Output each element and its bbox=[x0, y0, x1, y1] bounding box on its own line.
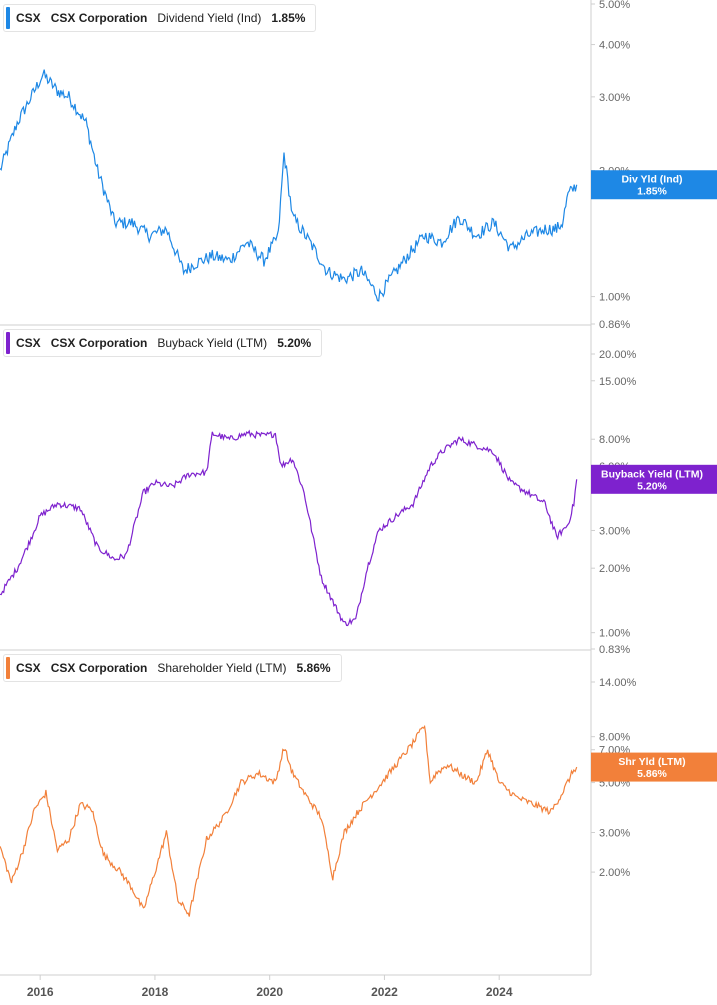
y-tick-label: 2.00% bbox=[599, 867, 630, 879]
last-value-badge: Buyback Yield (LTM)5.20% bbox=[591, 464, 717, 494]
y-tick-label: 14.00% bbox=[599, 677, 637, 689]
x-tick-label: 2020 bbox=[256, 985, 283, 999]
legend-value: 1.85% bbox=[271, 11, 306, 25]
series-line bbox=[0, 429, 578, 627]
legend-ticker: CSX bbox=[16, 11, 41, 25]
badge-background bbox=[591, 170, 717, 200]
y-tick-label: 1.00% bbox=[599, 292, 630, 304]
series-color-swatch bbox=[6, 7, 10, 29]
series-line bbox=[0, 69, 578, 302]
x-tick-label: 2022 bbox=[371, 985, 398, 999]
legend-metric: Dividend Yield (Ind) bbox=[157, 11, 262, 25]
y-tick-label: 2.00% bbox=[599, 563, 630, 575]
badge-label: Div Yld (Ind) bbox=[621, 174, 682, 186]
legend-metric: Shareholder Yield (LTM) bbox=[157, 661, 287, 675]
y-tick-label: 3.00% bbox=[599, 525, 630, 537]
badge-label: Shr Yld (LTM) bbox=[618, 756, 685, 768]
y-tick-label: 3.00% bbox=[599, 92, 630, 104]
legend-buyback: CSX CSX Corporation Buyback Yield (LTM) … bbox=[3, 329, 323, 357]
legend-dividend: CSX CSX Corporation Dividend Yield (Ind)… bbox=[3, 4, 317, 32]
badge-label: Buyback Yield (LTM) bbox=[601, 468, 703, 480]
y-tick-label: 15.00% bbox=[599, 376, 637, 388]
legend-ticker: CSX bbox=[16, 336, 41, 350]
badge-background bbox=[591, 464, 717, 494]
x-tick-label: 2024 bbox=[486, 985, 513, 999]
legend-company: CSX Corporation bbox=[50, 11, 148, 25]
x-tick-label: 2016 bbox=[27, 985, 54, 999]
y-tick-label: 4.00% bbox=[599, 40, 630, 52]
legend-shareholder: CSX CSX Corporation Shareholder Yield (L… bbox=[3, 654, 342, 682]
x-tick-label: 2018 bbox=[142, 985, 169, 999]
series-line bbox=[0, 724, 578, 917]
legend-company: CSX Corporation bbox=[50, 336, 148, 350]
y-tick-label: 20.00% bbox=[599, 349, 637, 361]
badge-value: 5.86% bbox=[637, 768, 667, 780]
legend-value: 5.20% bbox=[277, 336, 312, 350]
legend-value: 5.86% bbox=[296, 661, 331, 675]
legend-company: CSX Corporation bbox=[50, 661, 148, 675]
y-tick-label: 3.00% bbox=[599, 827, 630, 839]
legend-ticker: CSX bbox=[16, 661, 41, 675]
y-tick-label: 5.00% bbox=[599, 0, 630, 11]
badge-background bbox=[591, 752, 717, 782]
badge-value: 1.85% bbox=[637, 186, 667, 198]
badge-value: 5.20% bbox=[637, 480, 667, 492]
last-value-badge: Div Yld (Ind)1.85% bbox=[591, 170, 717, 200]
series-color-swatch bbox=[6, 332, 10, 354]
y-tick-label: 0.83% bbox=[599, 644, 630, 656]
last-value-badge: Shr Yld (LTM)5.86% bbox=[591, 752, 717, 782]
y-tick-label: 8.00% bbox=[599, 434, 630, 446]
y-tick-label: 1.00% bbox=[599, 628, 630, 640]
y-tick-label: 0.86% bbox=[599, 319, 630, 331]
legend-metric: Buyback Yield (LTM) bbox=[157, 336, 268, 350]
y-tick-label: 8.00% bbox=[599, 732, 630, 744]
series-color-swatch bbox=[6, 657, 10, 679]
